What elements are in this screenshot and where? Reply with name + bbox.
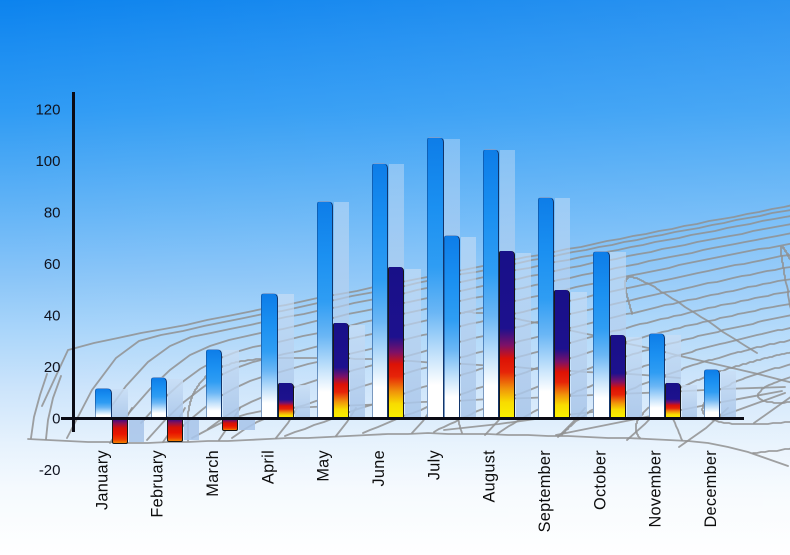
svg-text:September: September bbox=[536, 450, 554, 533]
svg-text:100: 100 bbox=[35, 153, 60, 170]
svg-text:December: December bbox=[702, 450, 720, 528]
svg-text:60: 60 bbox=[44, 256, 61, 273]
svg-text:July: July bbox=[425, 449, 443, 480]
svg-text:0: 0 bbox=[52, 410, 60, 427]
svg-text:80: 80 bbox=[44, 204, 61, 221]
svg-text:April: April bbox=[259, 450, 277, 484]
svg-text:February: February bbox=[149, 449, 167, 517]
svg-text:August: August bbox=[481, 450, 499, 503]
svg-text:June: June bbox=[370, 450, 388, 487]
svg-text:40: 40 bbox=[44, 307, 61, 324]
svg-text:120: 120 bbox=[35, 101, 60, 118]
svg-text:January: January bbox=[93, 449, 111, 510]
svg-text:-20: -20 bbox=[39, 462, 61, 479]
svg-text:May: May bbox=[315, 449, 333, 481]
svg-text:March: March bbox=[204, 450, 222, 497]
svg-text:October: October bbox=[591, 450, 609, 510]
svg-text:November: November bbox=[647, 450, 665, 528]
svg-text:20: 20 bbox=[44, 359, 61, 376]
